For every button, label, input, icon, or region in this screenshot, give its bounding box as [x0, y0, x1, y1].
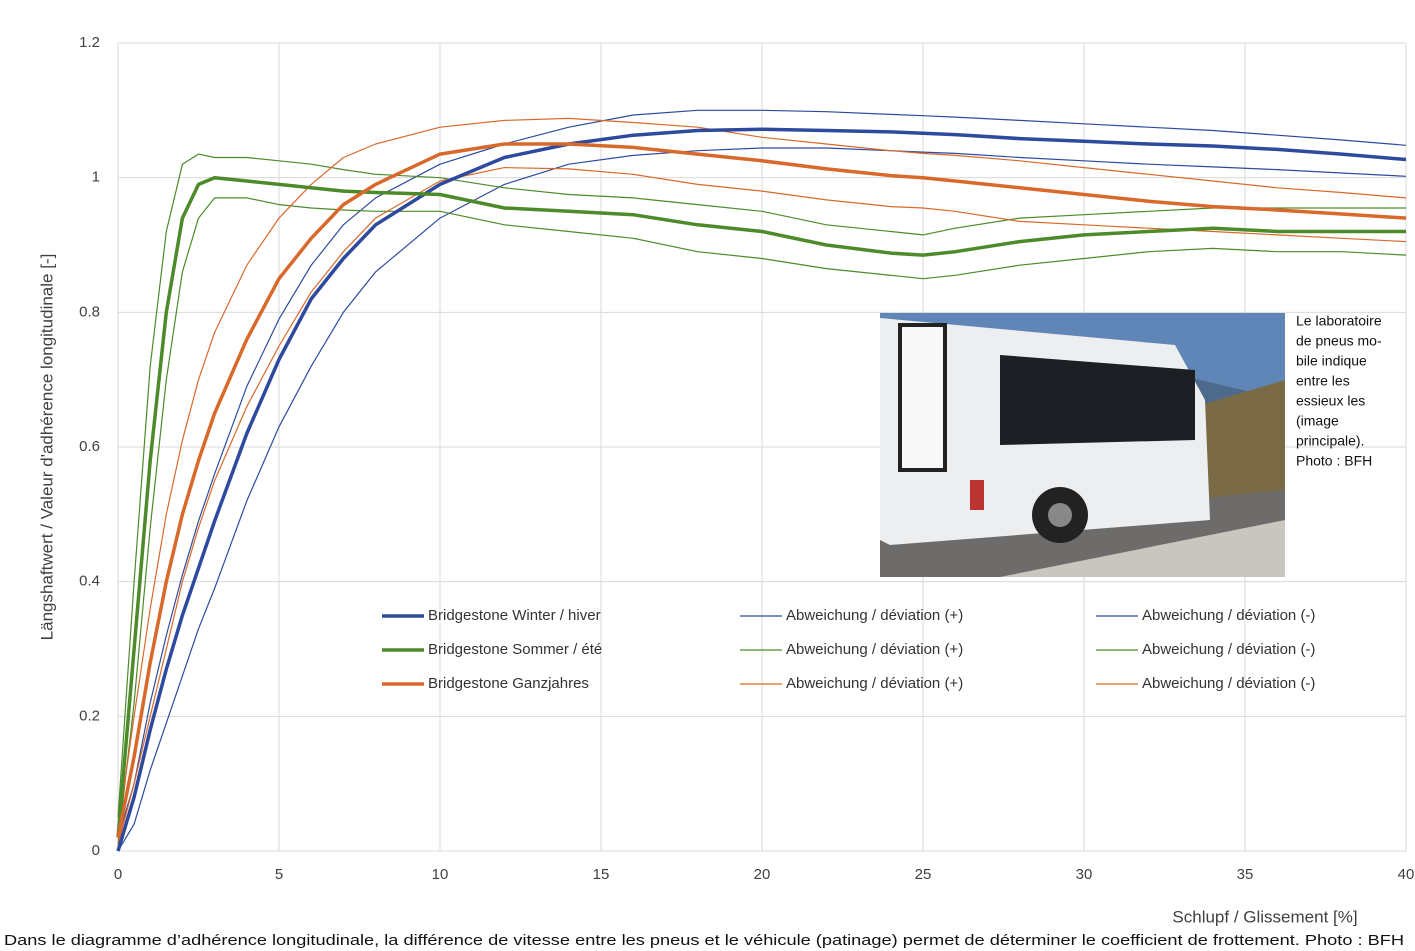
photo	[880, 313, 1285, 577]
legend-label: Bridgestone Winter / hiver	[428, 607, 601, 624]
y-tick-label: 1.2	[79, 34, 100, 51]
y-axis-label: Längshaftwert / Valeur d'adhérence longi…	[37, 254, 56, 641]
chart: 0 0.2 0.4 0.6 0.8 1 1.2 0 5 10 15 20 25 30 35 40 Le lab…	[0, 0, 1415, 951]
x-tick-label: 15	[593, 866, 610, 883]
legend-label: Abweichung / déviation (+)	[786, 607, 963, 624]
caption: Dans le diagramme d’adhérence longitudin…	[4, 932, 1404, 949]
x-tick-label: 5	[275, 866, 283, 883]
legend-label: Abweichung / déviation (+)	[786, 675, 963, 692]
photo-windows	[1000, 355, 1195, 445]
photo-caption-line: essieux les	[1296, 393, 1365, 409]
y-tick-label: 0.2	[79, 707, 100, 724]
legend-label: Bridgestone Sommer / été	[428, 641, 602, 658]
y-tick-label: 0	[92, 842, 100, 859]
legend-label: Abweichung / déviation (-)	[1142, 675, 1315, 692]
photo-taillight	[970, 480, 984, 510]
x-tick-label: 20	[754, 866, 771, 883]
photo-caption-line: principale).	[1296, 433, 1364, 449]
photo-caption-line: Le laboratoire	[1296, 313, 1382, 329]
photo-caption-line: bile indique	[1296, 353, 1367, 369]
y-tick-label: 1	[92, 169, 100, 186]
photo-hub	[1048, 503, 1072, 527]
y-tick-label: 0.6	[79, 438, 100, 455]
legend-label: Abweichung / déviation (-)	[1142, 607, 1315, 624]
legend-label: Abweichung / déviation (-)	[1142, 641, 1315, 658]
x-tick-label: 40	[1398, 866, 1415, 883]
x-axis-label: Schlupf / Glissement [%]	[1172, 907, 1357, 926]
photo-caption-line: Photo : BFH	[1296, 453, 1372, 469]
photo-caption-line: de pneus mo-	[1296, 333, 1382, 349]
y-tick-label: 0.8	[79, 303, 100, 320]
y-tick-label: 0.4	[79, 573, 100, 590]
x-tick-label: 0	[114, 866, 122, 883]
photo-caption-line: entre les	[1296, 373, 1350, 389]
x-tick-label: 10	[432, 866, 449, 883]
legend-label: Abweichung / déviation (+)	[786, 641, 963, 658]
legend-label: Bridgestone Ganzjahres	[428, 675, 589, 692]
x-tick-label: 35	[1237, 866, 1254, 883]
legend: Bridgestone Winter / hiver Abweichung / d…	[382, 607, 1315, 692]
x-tick-label: 25	[915, 866, 932, 883]
photo-caption-line: (image	[1296, 413, 1339, 429]
photo-door	[900, 325, 945, 470]
x-tick-label: 30	[1076, 866, 1093, 883]
